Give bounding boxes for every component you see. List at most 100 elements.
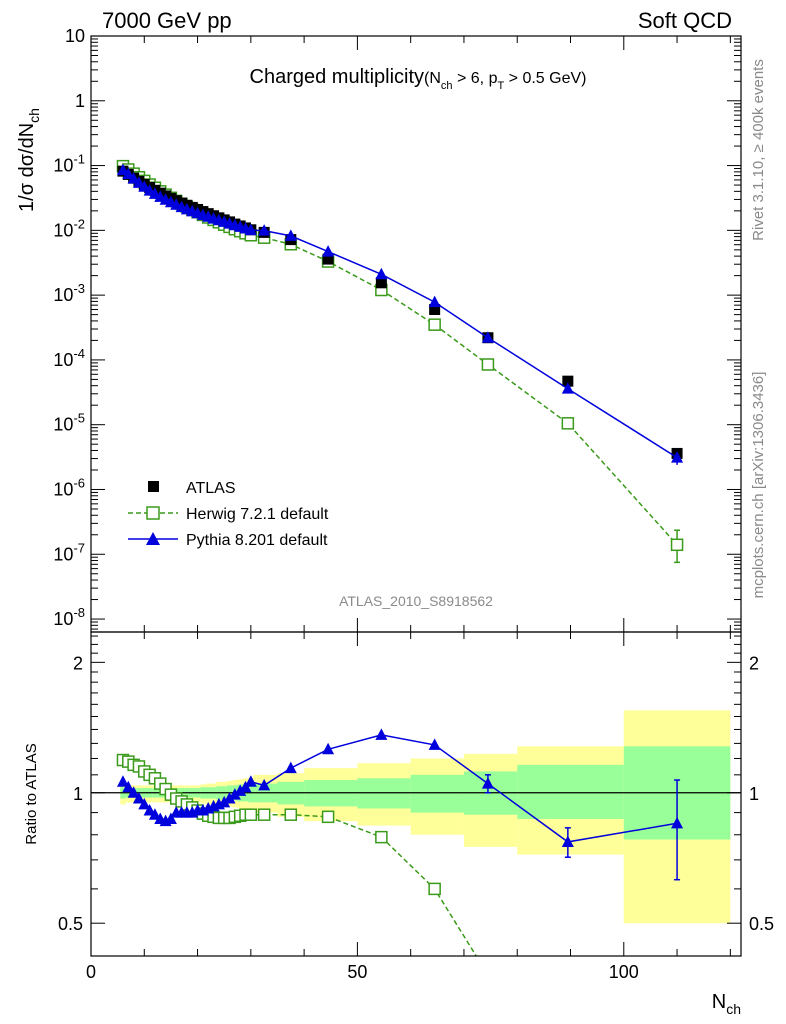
pythia-ratio-point [218, 795, 231, 808]
legend-herwig-label: Herwig 7.2.1 default [186, 506, 329, 523]
y-tick-base: 10 [53, 544, 73, 564]
mcplots-source-label: mcplots.cern.ch [arXiv:1306.3436] [750, 372, 767, 599]
y-tick-label: 10-5 [53, 411, 85, 435]
y-tick-label: 10-8 [53, 605, 85, 629]
pythia-ratio-point [122, 780, 135, 793]
atlas-top-point [562, 375, 574, 387]
cut-part-1: ch [441, 80, 453, 92]
x-axis-label-sub: ch [726, 1001, 741, 1017]
herwig-top-point [561, 417, 575, 430]
pythia-top-point [375, 267, 388, 280]
pythia-ratio-point [244, 775, 257, 787]
pythia-top-point [481, 331, 494, 343]
pythia-ratio-point [428, 738, 441, 750]
ratio-panel: 0.5 0.5 1 1 2 2 0 50 100 Ratio to ATLAS Nch [23, 36, 774, 1017]
pythia-ratio-point [164, 812, 177, 824]
y-tick-exponent: -8 [73, 605, 85, 620]
pythia-top-point [284, 229, 297, 241]
y-tick-base: 10 [53, 285, 73, 305]
y-tick-base: 10 [53, 220, 73, 240]
pythia-ratio-point [375, 728, 388, 740]
pythia-top-point [244, 223, 257, 236]
pythia-top-point [258, 224, 271, 236]
pythia-top-point [127, 172, 140, 184]
header-left-label: 7000 GeV pp [102, 8, 232, 33]
y-tick-label: 10-2 [53, 216, 85, 240]
legend-atlas-label: ATLAS [186, 480, 236, 497]
y-tick-label: 10-1 [53, 152, 85, 176]
y-tick-exponent: -6 [73, 475, 85, 490]
y-tick-exponent: -3 [73, 281, 85, 296]
pythia-ratio-point [234, 784, 247, 796]
legend: ATLAS Herwig 7.2.1 default Pythia 8.201 … [128, 480, 329, 549]
pythia-ratio-point [143, 804, 156, 816]
x-axis: 0 50 100 [86, 36, 731, 982]
herwig-ratio-point [244, 808, 258, 821]
ratio-y-axis: 0.5 0.5 1 1 2 2 [58, 635, 774, 934]
pythia-top-point [122, 167, 135, 180]
atlas-top-point [322, 253, 334, 265]
y-tick-label: 1 [75, 91, 85, 111]
x-axis-label-text: N [712, 991, 726, 1013]
legend-herwig-marker [146, 506, 160, 520]
pythia-ratio-point [561, 835, 574, 847]
herwig-top-point [428, 318, 441, 331]
y-tick-exponent: -7 [73, 540, 85, 555]
y-tick-label: 10-6 [53, 475, 85, 499]
pythia-ratio-point [132, 792, 145, 804]
pythia-ratio-point [481, 777, 494, 789]
analysis-id-label: ATLAS_2010_S8918562 [339, 593, 493, 609]
main-y-axis-label: 1/σ dσ/dNch [16, 108, 42, 212]
legend-atlas-marker [148, 481, 159, 492]
y-tick-label: 10-3 [53, 281, 85, 305]
pythia-ratio-point [258, 778, 271, 791]
cut-part-4: > 0.5 GeV) [504, 70, 586, 87]
rivet-version-label: Rivet 3.1.10, ≥ 400k events [750, 59, 767, 241]
x-tick-label: 0 [86, 962, 96, 982]
pythia-top-point [561, 382, 574, 394]
main-chart-title-text: Charged multiplicity [250, 66, 425, 88]
uncertainty-band-inner [517, 764, 624, 819]
x-tick-label: 100 [609, 962, 639, 982]
ratio-y-tick-label-right: 0.5 [749, 914, 774, 934]
main-chart-title: Charged multiplicity(Nch > 6, pT > 0.5 G… [250, 66, 587, 92]
ratio-plot-area [91, 710, 741, 956]
pythia-ratio-point [322, 742, 335, 755]
ratio-y-axis-label: Ratio to ATLAS [23, 743, 40, 844]
herwig-ratio-point [375, 830, 388, 844]
pythia-ratio-point [116, 775, 129, 787]
pythia-ratio-point [223, 792, 236, 804]
ratio-y-tick-label-right: 1 [749, 784, 759, 804]
y-tick-base: 10 [53, 350, 73, 370]
main-y-axis-label-sub: ch [26, 108, 42, 123]
y-tick-exponent: -4 [73, 346, 85, 361]
herwig-ratio-point [257, 808, 271, 821]
y-tick-exponent: -5 [73, 411, 85, 426]
ratio-series-group [116, 728, 684, 956]
herwig-top-point [481, 358, 495, 371]
pythia-top-point [428, 295, 441, 308]
pythia-ratio-point [148, 808, 161, 820]
y-tick-base: 10 [53, 609, 73, 629]
ratio-y-tick-label-right: 2 [749, 653, 759, 673]
y-tick-label: 10-7 [53, 540, 85, 564]
cut-part-3: T [497, 80, 504, 92]
header-right-label: Soft QCD [638, 8, 732, 33]
uncertainty-band-inner [357, 778, 411, 809]
atlas-top-point [429, 304, 441, 316]
pythia-top-point [322, 245, 335, 257]
atlas-top-point [375, 277, 387, 289]
herwig-top-point [670, 538, 684, 552]
pythia-ratio-point [284, 761, 297, 774]
legend-pythia-marker [146, 532, 160, 545]
pythia-ratio-point [138, 797, 151, 810]
herwig-ratio-point [321, 810, 335, 824]
herwig-ratio-point [284, 808, 298, 821]
cut-part-2: > 6, p [453, 70, 498, 87]
y-tick-label: 10 [65, 26, 85, 46]
y-tick-base: 10 [53, 479, 73, 499]
herwig-ratio-point [428, 882, 441, 896]
